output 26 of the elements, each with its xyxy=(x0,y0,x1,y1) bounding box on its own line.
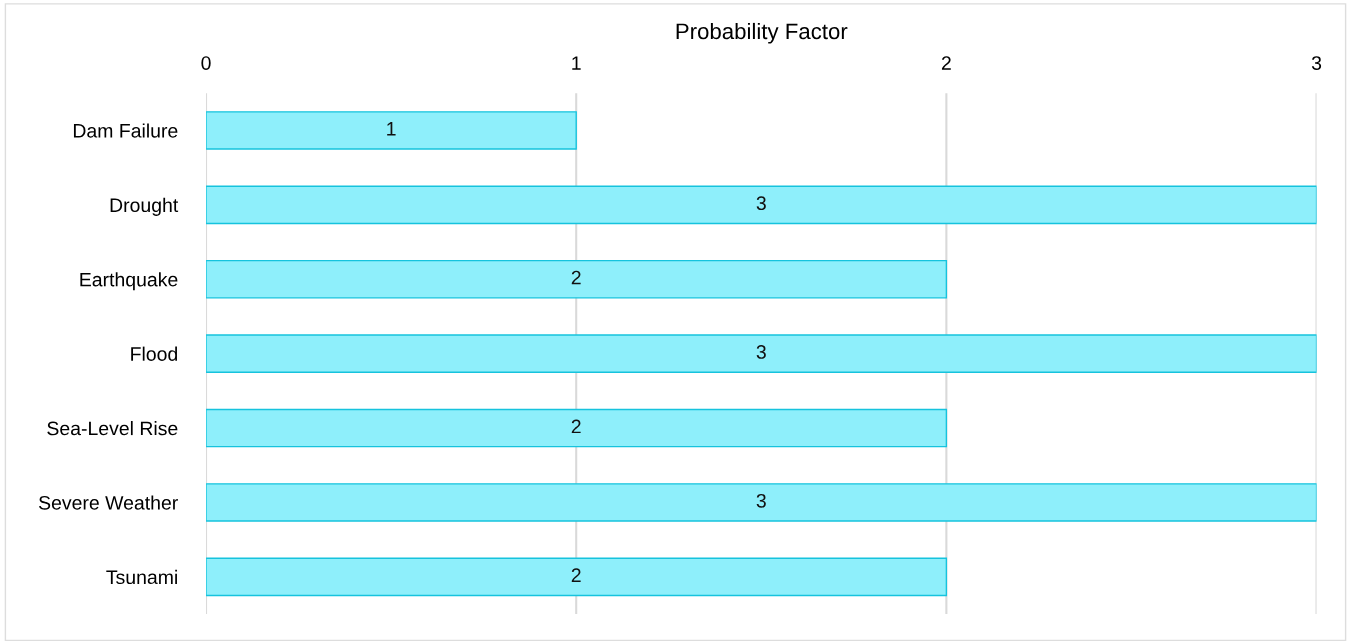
y-tick-label: Sea-Level Rise xyxy=(47,421,178,436)
data-label: 3 xyxy=(756,493,766,508)
bar xyxy=(206,557,948,597)
bar xyxy=(206,334,1317,373)
bar xyxy=(206,408,948,448)
bar xyxy=(206,111,577,150)
x-axis-title: Probability Factor xyxy=(676,22,848,44)
y-tick-label: Drought xyxy=(110,197,179,216)
bar xyxy=(206,259,948,299)
data-label: 3 xyxy=(756,345,766,359)
x-tick-label: 0 xyxy=(201,56,211,70)
x-tick-label: 2 xyxy=(941,56,951,70)
y-tick-label: Tsunami xyxy=(106,569,177,585)
bar xyxy=(206,483,1317,522)
y-tick-label: Severe Weather xyxy=(38,495,178,510)
y-tick-label: Dam Failure xyxy=(73,123,178,138)
bar xyxy=(206,185,1317,225)
data-label: 2 xyxy=(571,419,581,434)
data-label: 3 xyxy=(756,196,766,211)
y-tick-label: Flood xyxy=(131,346,177,361)
data-label: 2 xyxy=(571,270,581,285)
x-tick-label: 1 xyxy=(572,56,581,70)
data-label: 2 xyxy=(571,568,581,582)
x-tick-label: 3 xyxy=(1311,56,1322,70)
data-label: 1 xyxy=(387,122,396,136)
y-tick-label: Earthquake xyxy=(80,272,178,291)
